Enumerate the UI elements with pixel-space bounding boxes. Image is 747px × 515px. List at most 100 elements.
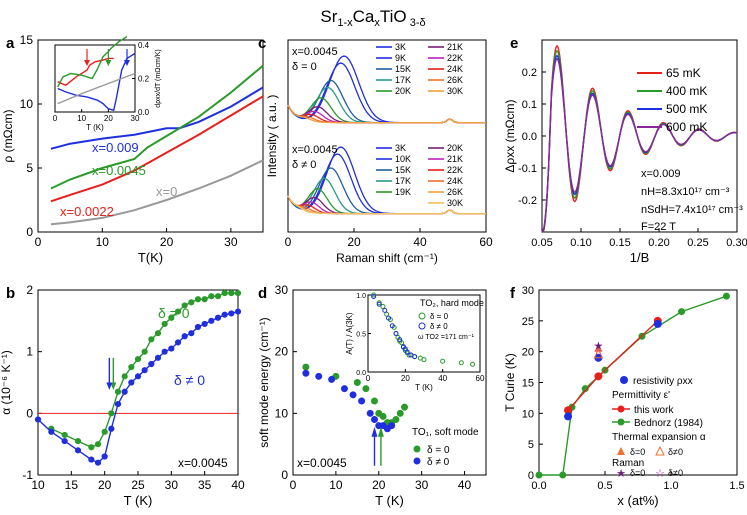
panel-letter: c (258, 35, 266, 52)
x-tick-label: 10 (96, 235, 110, 249)
annotation: TO₁, soft mode (412, 427, 479, 438)
data-point (370, 397, 378, 405)
data-point (353, 379, 361, 386)
data-point (148, 336, 155, 343)
legend-label: Permittivity ε' (612, 390, 670, 401)
data-point (148, 360, 155, 368)
data-point (74, 447, 82, 454)
inset-data-point (386, 315, 392, 321)
series-line (37, 310, 239, 464)
legend-marker (655, 445, 665, 456)
inset-data-point (382, 307, 388, 313)
panel-letter: f (510, 285, 516, 302)
legend-label: 10K (395, 154, 411, 164)
y-tick-label: 0 (281, 468, 288, 482)
y-tick-label: 30 (522, 285, 534, 297)
data-point (128, 379, 135, 386)
legend-label: 15K (395, 64, 411, 74)
data-point (134, 355, 142, 363)
legend-label: 17K (395, 75, 411, 85)
legend-label: δ=0 (630, 468, 645, 478)
y-axis-label: α (10⁻⁶ K⁻¹) (0, 350, 13, 415)
inset-x-tick-label: 30 (131, 114, 140, 123)
inset-x-tick-label: 0 (53, 114, 58, 123)
legend-label: 17K (395, 176, 411, 186)
x-tick-label: 0.30 (726, 237, 747, 249)
inset-x-label: T (K) (415, 383, 433, 392)
data-point (154, 354, 162, 361)
x-tick-label: 0.25 (687, 237, 708, 249)
inset-y-tick-label: 0.2 (138, 75, 150, 84)
inset-legend-marker (418, 312, 426, 320)
data-point (188, 299, 195, 306)
annotation: F=22 T (641, 221, 676, 233)
inset-legend-marker (418, 322, 426, 330)
bednorz-point (535, 471, 543, 479)
inset-data-point (393, 331, 399, 336)
x-tick-label: 1.5 (729, 480, 744, 492)
inset-x-label: T (K) (86, 123, 104, 132)
data-point (114, 400, 122, 408)
bednorz-point (678, 308, 686, 316)
data-point (234, 308, 242, 315)
annotation: δ = 0 (292, 61, 317, 73)
x-tick-label: 20 (160, 235, 174, 249)
data-point (340, 385, 348, 393)
x-tick-label: 20 (372, 478, 386, 492)
series-label: x=0.0022 (60, 204, 114, 219)
data-point (128, 363, 135, 371)
data-point (34, 416, 42, 423)
x-axis-label: T (K) (375, 493, 404, 508)
inset-data-point (470, 361, 476, 367)
data-point (94, 459, 102, 466)
data-point (379, 412, 387, 420)
y-tick-label: -0.1 (518, 163, 537, 175)
data-point (114, 388, 122, 395)
data-point (362, 385, 370, 393)
data-point (88, 456, 95, 463)
data-point (174, 308, 182, 315)
series-label: x=0 (156, 184, 177, 199)
data-point (168, 345, 175, 352)
x-axis-label: T(K) (138, 250, 163, 265)
legend-label: δ≠0 (668, 468, 683, 478)
y-tick-label: -0.2 (518, 195, 537, 207)
inset-title: TO₂, hard mode (420, 298, 484, 308)
inset-x-tick-label: 60 (476, 374, 485, 383)
x-tick-label: 30 (165, 478, 179, 492)
legend-marker (413, 445, 421, 453)
inset-data-point (421, 357, 427, 363)
y-axis-label: Δρxx (mΩcm) (503, 99, 517, 172)
panel-letter: b (6, 285, 15, 302)
data-point (94, 441, 102, 448)
inset-y-tick-label: 0.5 (356, 332, 366, 339)
legend-marker: ★ (616, 468, 626, 480)
this-work-point (594, 372, 603, 381)
x-tick-label: 25 (131, 478, 145, 492)
x-tick-label: 1.0 (663, 480, 678, 492)
y-tick-label: 25 (522, 316, 534, 328)
series-600 mK (541, 57, 738, 233)
data-point (88, 444, 95, 451)
y-tick-label: 15 (522, 378, 534, 390)
data-point (221, 311, 228, 318)
data-point (401, 403, 409, 411)
x-axis-label: Raman shift (cm⁻¹) (336, 251, 438, 265)
y-tick-label: 0 (528, 470, 534, 482)
inset-y-label: A(T) / A(3K) (345, 312, 354, 355)
legend-label: 22K (447, 53, 463, 63)
legend-label: this work (634, 405, 674, 416)
x-tick-label: 15 (65, 478, 79, 492)
series-label: x=0.009 (92, 140, 139, 155)
inset-y-tick-label: 0.4 (138, 41, 150, 50)
resistivity-point (564, 412, 573, 421)
panel-a-frame (37, 39, 264, 233)
legend-marker (413, 457, 421, 465)
inset-series (57, 36, 128, 88)
legend-label: 500 mK (666, 102, 707, 116)
series-x=0.0022 (50, 95, 264, 203)
data-point (61, 437, 68, 445)
data-point (134, 373, 142, 380)
